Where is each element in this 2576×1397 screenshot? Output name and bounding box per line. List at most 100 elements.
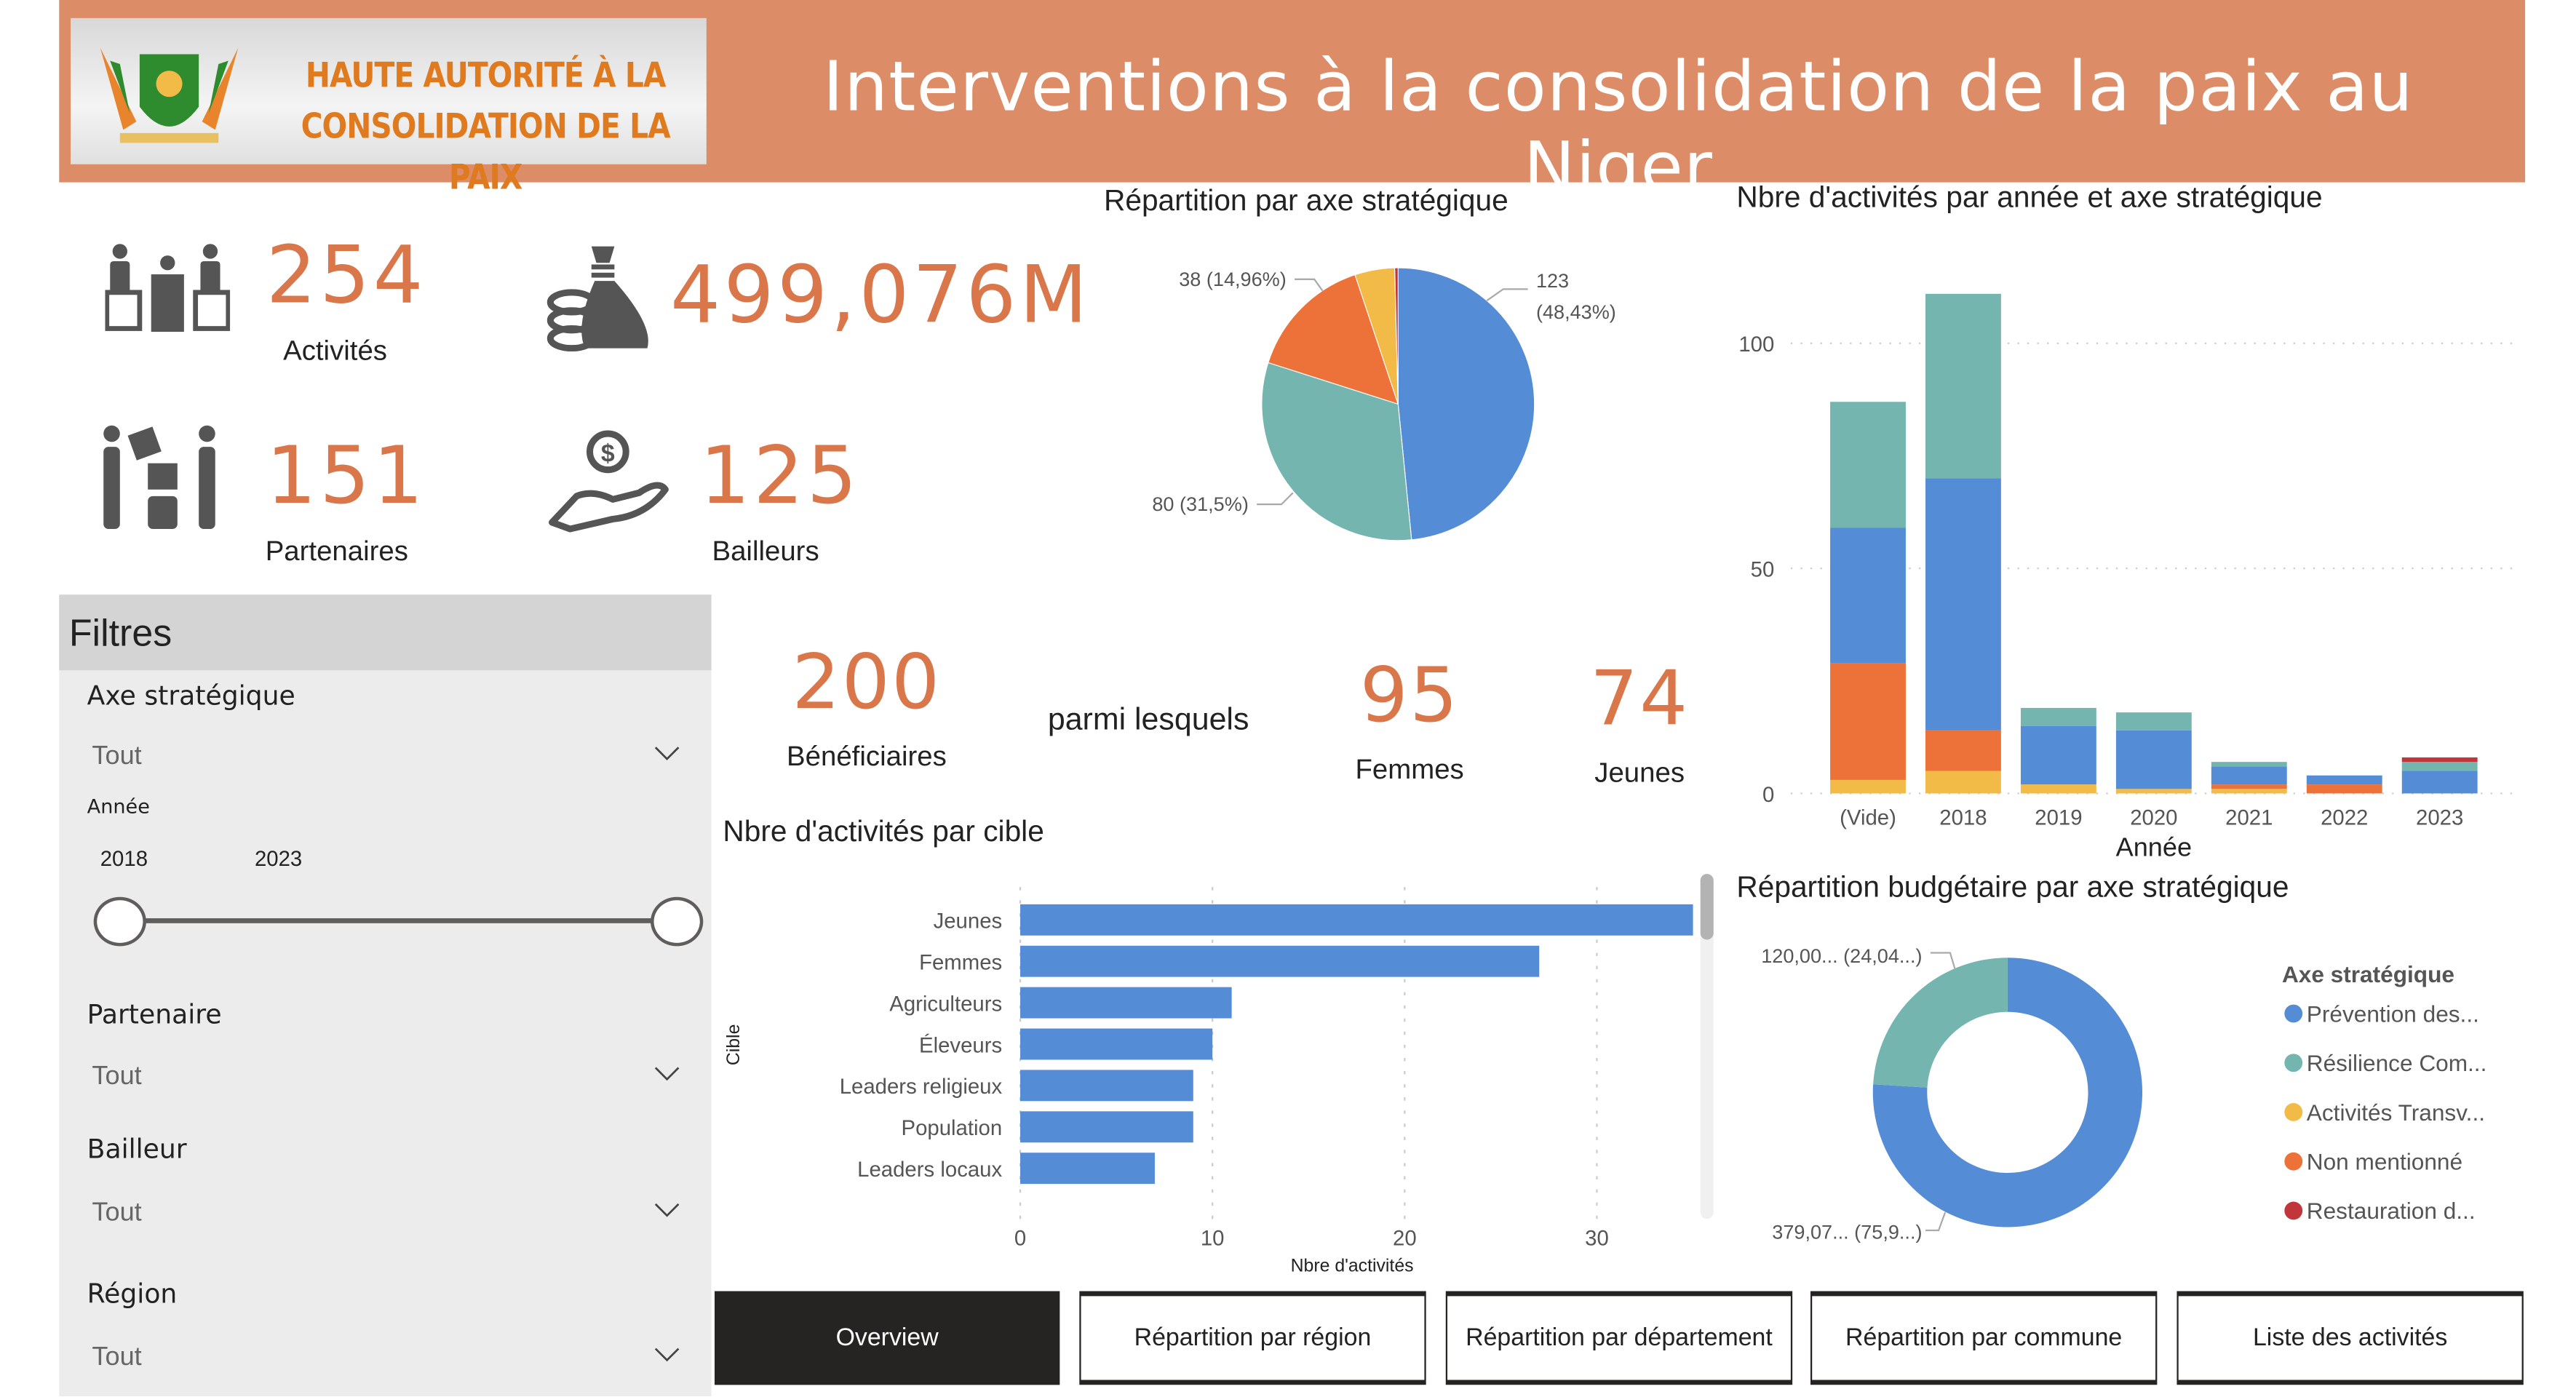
filter-partenaire-value: Tout	[92, 1062, 142, 1091]
cible-bar	[1020, 1111, 1193, 1143]
donut-slice	[1872, 958, 2143, 1227]
legend-marker	[2284, 1103, 2303, 1121]
donor-hand-coin-icon: $	[549, 430, 669, 533]
filter-axe-dropdown[interactable]: Tout	[76, 729, 700, 779]
page-title: Interventions à la consolidation de la p…	[822, 46, 2414, 207]
pie-label: 123	[1536, 269, 1569, 292]
pie-slice	[1261, 362, 1412, 541]
filters-panel: Filtres Axe stratégique Tout Année 2018 …	[59, 594, 712, 1397]
stacked-bar-segment	[2115, 789, 2192, 794]
kpi-partenaires-value: 151	[266, 430, 427, 522]
x-tick-label: (Vide)	[1840, 805, 1896, 829]
cible-chart-title: Nbre d'activités par cible	[723, 814, 1044, 848]
stacked-bar-segment	[1830, 528, 1906, 664]
nav-region-button[interactable]: Répartition par région	[1079, 1291, 1426, 1385]
nav-departement-button[interactable]: Répartition par département	[1445, 1291, 1793, 1385]
filter-annee-label: Année	[87, 795, 150, 819]
x-axis-title: Nbre d'activités	[1291, 1256, 1414, 1275]
x-tick-label: 2019	[2035, 805, 2082, 829]
legend-title: Axe stratégique	[2282, 961, 2454, 987]
chevron-down-icon	[654, 1067, 680, 1081]
kpi-bailleurs-label: Bailleurs	[712, 536, 819, 567]
stacked-bar-segment	[2401, 771, 2478, 794]
stacked-bar-segment	[1830, 779, 1906, 794]
hacp-logo: HAUTE AUTORITÉ À LA CONSOLIDATION DE LA P…	[71, 17, 707, 197]
donut-label: 379,07... (75,9...)	[1772, 1220, 1922, 1243]
filter-annee-to[interactable]: 2023	[254, 845, 303, 871]
cible-bar	[1020, 904, 1693, 936]
nav-overview-button[interactable]: Overview	[715, 1291, 1060, 1385]
legend-item: Résilience Com...	[2307, 1050, 2487, 1076]
cible-bar	[1020, 1028, 1213, 1060]
filter-bailleur-value: Tout	[92, 1199, 142, 1227]
y-tick-label: 0	[1762, 783, 1774, 807]
money-bag-icon	[546, 246, 648, 352]
svg-text:$: $	[601, 439, 615, 467]
year-slider-start-handle[interactable]	[93, 896, 146, 947]
cible-chart-scrollbar[interactable]	[1700, 874, 1714, 1219]
filter-annee-from[interactable]: 2018	[100, 845, 148, 871]
cible-bar	[1020, 1070, 1193, 1102]
x-tick-label: 2023	[2416, 805, 2463, 829]
category-label: Éleveurs	[919, 1033, 1002, 1057]
stacked-bar-segment	[1830, 663, 1906, 780]
kpi-activites-value: 254	[266, 230, 427, 322]
stacked-bar-segment	[2020, 725, 2096, 785]
stacked-bar-segment	[2306, 784, 2382, 794]
kpi-femmes-value: 95	[1359, 650, 1460, 739]
x-tick-label: 10	[1201, 1226, 1225, 1250]
filter-region-label: Région	[87, 1278, 178, 1310]
chevron-down-icon	[654, 1348, 680, 1362]
stacked-bar-segment	[2211, 784, 2287, 789]
donut-leader-line	[1925, 1211, 1947, 1232]
kpi-jeunes-label: Jeunes	[1594, 757, 1685, 789]
nav-commune-button[interactable]: Répartition par commune	[1810, 1291, 2158, 1385]
stacked-bar-segment	[1925, 730, 2001, 771]
filters-header: Filtres	[59, 594, 712, 671]
logo-text: HAUTE AUTORITÉ À LA CONSOLIDATION DE LA P…	[301, 55, 671, 197]
y-tick-label: 100	[1738, 333, 1774, 357]
meeting-icon	[105, 244, 231, 333]
x-tick-label: 2020	[2130, 805, 2177, 829]
cible-bar	[1020, 987, 1232, 1019]
stacked-bar-segment	[2020, 784, 2096, 794]
filter-region-value: Tout	[92, 1343, 142, 1372]
category-label: Leaders religieux	[840, 1075, 1003, 1099]
parmi-lesquels-text: parmi lesquels	[1047, 703, 1249, 738]
year-slider-track[interactable]	[118, 918, 674, 923]
cible-bar	[1020, 1153, 1155, 1185]
legend-item: Activités Transv...	[2307, 1099, 2485, 1126]
legend-marker	[2284, 1054, 2303, 1072]
filter-partenaire-label: Partenaire	[87, 998, 222, 1030]
pie-slice	[1394, 267, 1399, 405]
stacked-bar-segment	[2401, 762, 2478, 771]
filter-axe-value: Tout	[92, 742, 142, 771]
stacked-bar-segment	[2211, 766, 2287, 785]
filter-axe-label: Axe stratégique	[87, 680, 295, 712]
stacked-chart-title: Nbre d'activités par année et axe straté…	[1736, 180, 2323, 214]
coat-of-arms-icon	[100, 47, 239, 143]
filter-bailleur-label: Bailleur	[87, 1133, 187, 1165]
handshake-partners-icon	[103, 425, 215, 529]
stacked-bar-segment	[2211, 762, 2287, 767]
x-tick-label: 2022	[2321, 805, 2368, 829]
pie-leader-line	[1257, 492, 1294, 506]
donut-slice	[1873, 958, 2008, 1088]
pie-label: (48,43%)	[1536, 301, 1616, 323]
category-label: Jeunes	[934, 910, 1003, 934]
nav-liste-button[interactable]: Liste des activités	[2177, 1291, 2524, 1385]
donut-label: 120,00... (24,04...)	[1761, 944, 1922, 967]
filter-region-dropdown[interactable]: Tout	[76, 1331, 700, 1380]
filter-bailleur-dropdown[interactable]: Tout	[76, 1186, 700, 1235]
kpi-activites-label: Activités	[283, 335, 388, 367]
kpi-femmes-label: Femmes	[1355, 754, 1464, 786]
pie-label: 38 (14,96%)	[1179, 268, 1287, 290]
filters-title: Filtres	[68, 610, 172, 654]
year-slider-end-handle[interactable]	[651, 896, 704, 947]
filter-partenaire-dropdown[interactable]: Tout	[76, 1050, 700, 1099]
pie-label: 80 (31,5%)	[1152, 493, 1248, 515]
kpi-partenaires-label: Partenaires	[265, 536, 408, 567]
pie-leader-line	[1295, 278, 1324, 292]
stacked-bar-segment	[1925, 293, 2001, 479]
scrollbar-thumb[interactable]	[1700, 874, 1714, 940]
